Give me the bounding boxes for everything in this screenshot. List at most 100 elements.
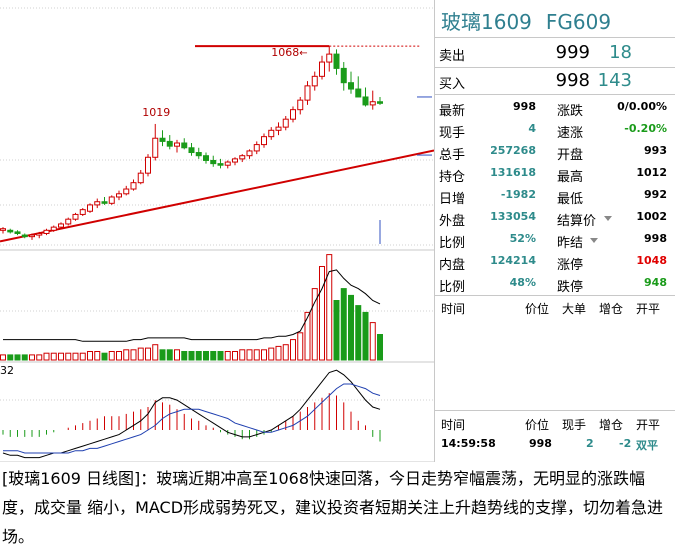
candle-body bbox=[326, 53, 333, 63]
kline-chart: 1019 1068 ← 32 bbox=[0, 7, 434, 462]
stat-row: 外盘 133054 结算价 1002 bbox=[435, 207, 675, 229]
candle-body bbox=[275, 126, 282, 131]
stat-value-right: 993 bbox=[644, 144, 667, 157]
stat-row: 最新 998 涨跌 0/0.00% bbox=[435, 97, 675, 119]
stat-value-right: 1012 bbox=[636, 166, 667, 179]
candle-body bbox=[65, 218, 72, 225]
stat-label-right: 开盘 bbox=[557, 148, 584, 163]
volume-ma-line bbox=[3, 269, 381, 342]
candle-body bbox=[7, 229, 14, 233]
stat-value: 124214 bbox=[490, 254, 536, 267]
candle-body bbox=[130, 182, 137, 190]
stat-label-right: 涨跌 bbox=[557, 104, 584, 119]
volume-bar bbox=[297, 332, 304, 361]
volume-bar bbox=[188, 351, 195, 361]
stat-row: 持仓 131618 最高 1012 bbox=[435, 163, 675, 185]
dropdown-arrow-icon[interactable] bbox=[590, 238, 598, 243]
tick-time: 14:59:58 bbox=[441, 437, 496, 450]
volume-bar bbox=[7, 354, 14, 361]
macd-dif-line bbox=[2, 369, 381, 459]
stat-row: 比例 48% 跌停 948 bbox=[435, 273, 675, 295]
candle-body bbox=[290, 109, 296, 120]
volume-bar bbox=[362, 311, 369, 361]
volume-bar bbox=[217, 351, 224, 361]
volume-bar bbox=[123, 349, 130, 361]
sell-price: 999 bbox=[555, 42, 590, 63]
tick-row: 14:59:58 998 2 -2 双平 bbox=[435, 434, 675, 454]
stat-label-right: 速涨 bbox=[557, 126, 584, 141]
stat-label-right: 昨结 bbox=[557, 236, 584, 251]
candle-body bbox=[232, 158, 238, 163]
stat-label: 最新 bbox=[439, 104, 466, 119]
th2-price: 价位 bbox=[525, 418, 550, 432]
stat-row: 日增 -1982 最低 992 bbox=[435, 185, 675, 207]
th1-price: 价位 bbox=[525, 302, 550, 316]
candle-body bbox=[50, 226, 57, 231]
buy-label: 买入 bbox=[439, 77, 466, 92]
sell-label: 卖出 bbox=[439, 49, 466, 64]
stat-label: 内盘 bbox=[439, 258, 466, 273]
tick-type: 双平 bbox=[636, 439, 658, 452]
stat-value-right: 0/0.00% bbox=[617, 100, 667, 113]
volume-bar bbox=[319, 266, 325, 361]
candle-body bbox=[333, 53, 340, 69]
stat-label: 总手 bbox=[439, 148, 466, 163]
candle-body bbox=[14, 231, 21, 234]
volume-bar bbox=[377, 334, 383, 361]
volume-bar bbox=[333, 300, 340, 361]
stat-value-right: -0.20% bbox=[624, 122, 667, 135]
candle-body bbox=[224, 161, 231, 166]
th2-type: 开平 bbox=[636, 418, 661, 432]
stat-label: 现手 bbox=[439, 126, 466, 141]
buy-price: 998 bbox=[555, 70, 590, 91]
volume-bar bbox=[43, 352, 50, 361]
stat-value: 133054 bbox=[490, 210, 536, 223]
candle-body bbox=[369, 101, 376, 106]
analysis-caption: [玻璃1609 日线图]：玻璃近期冲高至1068快速回落，今日走势窄幅震荡，无明… bbox=[2, 469, 664, 546]
candle-body bbox=[79, 209, 86, 215]
dropdown-arrow-icon[interactable] bbox=[604, 216, 612, 221]
th2-time: 时间 bbox=[441, 418, 466, 432]
candle-body bbox=[377, 101, 383, 104]
volume-bar bbox=[130, 349, 137, 361]
contract-name: 玻璃1609 bbox=[441, 10, 532, 34]
volume-bar bbox=[282, 344, 289, 361]
volume-bar bbox=[268, 347, 275, 361]
stat-row: 内盘 124214 涨停 1048 bbox=[435, 251, 675, 273]
stat-label-right: 跌停 bbox=[557, 280, 584, 295]
candle-body bbox=[239, 155, 246, 160]
volume-bar bbox=[224, 351, 231, 361]
volume-bar bbox=[94, 351, 101, 361]
volume-bar bbox=[203, 351, 209, 361]
candle-body bbox=[246, 150, 253, 157]
candle-body bbox=[253, 144, 260, 152]
candle-body bbox=[217, 163, 224, 166]
candle-body bbox=[72, 213, 79, 220]
volume-bar bbox=[137, 347, 144, 361]
candle-body bbox=[174, 142, 180, 147]
candle-body bbox=[116, 193, 122, 198]
volume-bar bbox=[58, 352, 64, 361]
stat-label: 比例 bbox=[439, 236, 466, 251]
trend-line bbox=[0, 149, 434, 243]
candle-body bbox=[181, 142, 188, 149]
stat-value-right: 992 bbox=[644, 188, 667, 201]
th1-oi: 增仓 bbox=[599, 302, 624, 316]
volume-bar bbox=[239, 349, 246, 361]
candle-body bbox=[43, 229, 50, 234]
th2-oi: 增仓 bbox=[599, 418, 624, 432]
annotation-1068: 1068 bbox=[271, 46, 299, 59]
volume-bar bbox=[261, 349, 267, 361]
volume-bar bbox=[159, 349, 166, 361]
stat-row: 现手 4 速涨 -0.20% bbox=[435, 119, 675, 141]
stat-value: -1982 bbox=[500, 188, 536, 201]
macd-dea-line bbox=[3, 383, 381, 454]
candle-body bbox=[297, 99, 304, 111]
stat-value: 48% bbox=[509, 276, 536, 289]
volume-bar bbox=[195, 351, 202, 361]
stat-value: 4 bbox=[528, 122, 536, 135]
volume-bar bbox=[355, 305, 362, 361]
tick-header-1: 时间 价位 大单 增仓 开平 bbox=[435, 297, 675, 317]
candle-body bbox=[152, 137, 159, 158]
volume-bar bbox=[311, 288, 318, 361]
